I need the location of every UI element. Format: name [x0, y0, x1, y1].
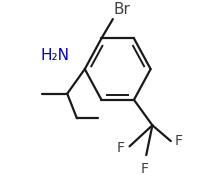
Text: F: F [174, 134, 182, 148]
Text: Br: Br [114, 2, 131, 17]
Text: H₂N: H₂N [41, 48, 70, 64]
Text: F: F [140, 162, 149, 176]
Text: F: F [116, 141, 124, 155]
